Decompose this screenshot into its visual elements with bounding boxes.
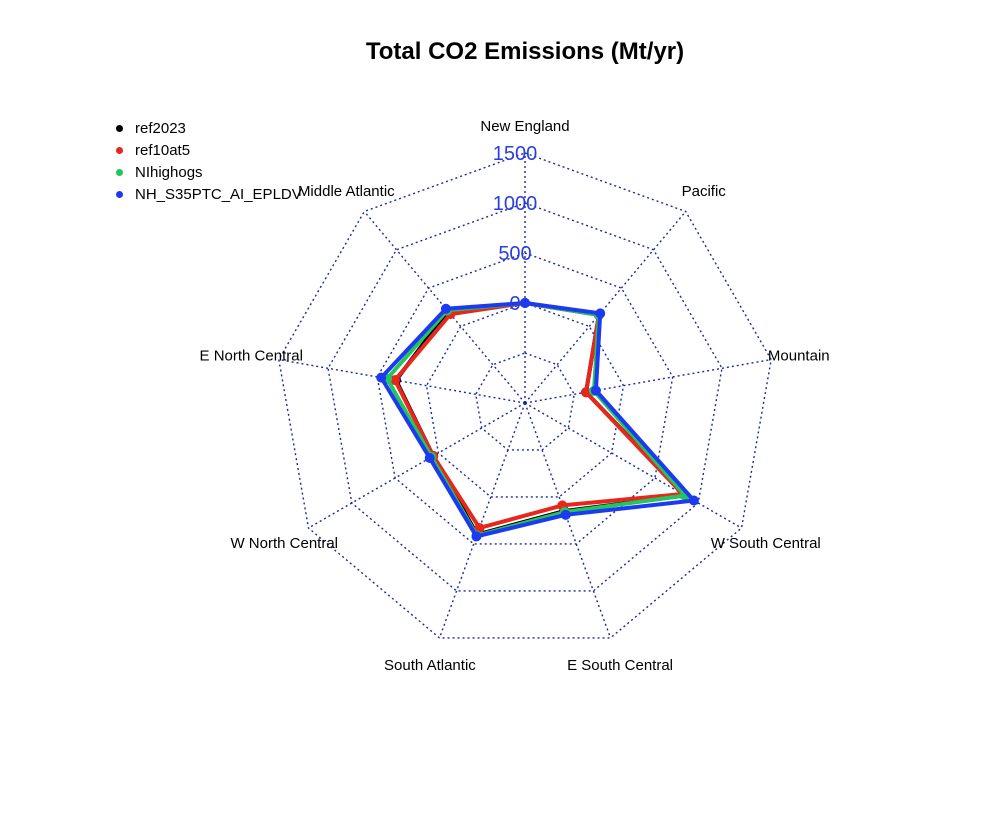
legend-label-3: NH_S35PTC_AI_EPLDV	[135, 186, 302, 203]
axis-label-2: Mountain	[768, 348, 830, 365]
series-3-point-3	[688, 495, 699, 506]
series-3-point-8	[440, 303, 451, 314]
legend-item-3: NH_S35PTC_AI_EPLDV	[116, 184, 302, 206]
series-3-point-1	[595, 308, 606, 319]
spoke-6	[308, 402, 526, 529]
spoke-1	[524, 211, 687, 404]
tick-label-2: 1000	[493, 193, 538, 215]
legend-label-1: ref10at5	[135, 142, 191, 159]
series-3-point-0	[520, 298, 530, 308]
series-1-point-7	[390, 375, 401, 386]
spoke-3	[524, 402, 742, 529]
axis-label-5: South Atlantic	[384, 657, 476, 674]
legend-label-0: ref2023	[135, 120, 186, 137]
legend-marker-0	[116, 124, 123, 132]
tick-label-3: 1500	[493, 143, 538, 165]
axis-label-3: W South Central	[711, 535, 821, 552]
grid-ring-3	[376, 252, 674, 545]
tick-label-0: 0	[509, 293, 520, 315]
legend-marker-2	[116, 168, 123, 176]
axis-label-0: New England	[480, 118, 569, 135]
axis-label-6: W North Central	[230, 535, 338, 552]
series-3	[376, 298, 699, 542]
axis-label-7: E North Central	[200, 348, 303, 365]
series-3-point-4	[560, 509, 571, 520]
series-3-point-2	[590, 385, 601, 396]
series-1-point-5	[474, 522, 485, 533]
tick-labels: 0 500 1000 1500	[493, 143, 538, 315]
spoke-4	[524, 402, 612, 639]
legend-item-0: ref2023	[116, 118, 302, 140]
legend-label-2: NIhighogs	[135, 164, 203, 181]
legend-item-1: ref10at5	[116, 140, 302, 162]
grid-ring-5	[278, 152, 772, 639]
legend-marker-3	[116, 190, 123, 198]
grid-ring-4	[327, 202, 723, 592]
series-1	[390, 298, 688, 533]
legend: ref2023 ref10at5 NIhighogs NH_S35PTC_AI_EPL…	[116, 118, 302, 206]
axis-label-8: Middle Atlantic	[298, 183, 395, 200]
series-line-1	[393, 301, 685, 530]
series-3-point-6	[424, 453, 435, 463]
spoke-7	[278, 358, 526, 404]
tick-label-1: 500	[498, 243, 531, 265]
legend-item-2: NIhighogs	[116, 162, 302, 184]
radar-grid	[278, 152, 772, 639]
series-group	[376, 298, 699, 542]
axis-label-1: Pacific	[682, 183, 727, 200]
axis-labels: New England Pacific Mountain W South Centra…	[200, 118, 830, 674]
axis-label-4: E South Central	[567, 657, 673, 674]
legend-marker-1	[116, 146, 123, 154]
spoke-5	[438, 402, 526, 639]
grid-ring-1	[475, 352, 575, 451]
series-1-point-2	[581, 387, 592, 398]
series-line-3	[379, 301, 696, 539]
chart-title: Total CO2 Emissions (Mt/yr)	[365, 38, 685, 65]
series-3-point-5	[471, 531, 482, 542]
spoke-2	[524, 358, 772, 404]
series-3-point-7	[376, 372, 387, 383]
